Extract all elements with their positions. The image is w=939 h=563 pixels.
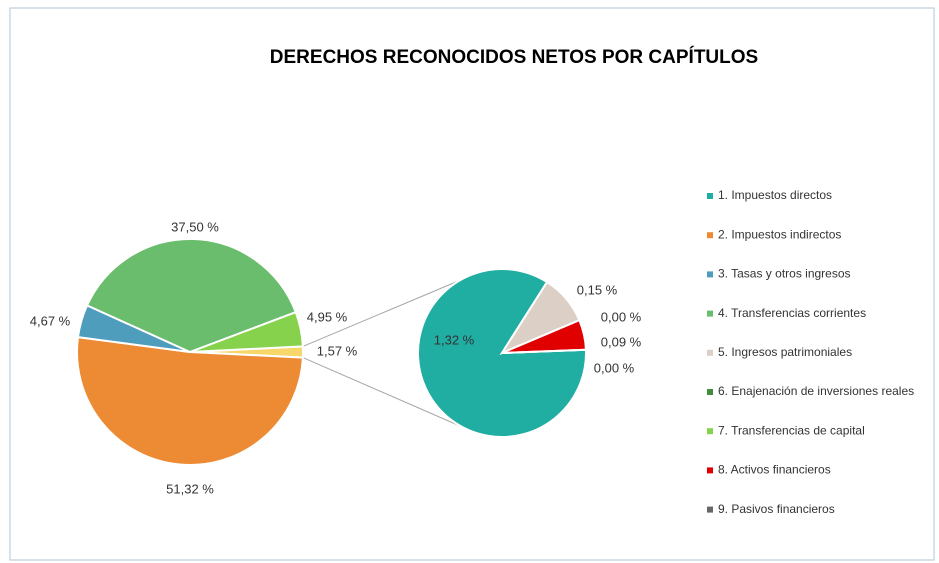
legend-marker bbox=[707, 389, 713, 395]
data-label: 0,15 % bbox=[577, 282, 618, 297]
legend-marker bbox=[707, 467, 713, 474]
legend-marker bbox=[707, 428, 713, 435]
legend-label: 4. Transferencias corrientes bbox=[718, 306, 866, 320]
pie-slice bbox=[85, 238, 298, 354]
legend-label: 3. Tasas y otros ingresos bbox=[718, 267, 851, 281]
connector-line bbox=[302, 270, 483, 347]
data-label: 0,09 % bbox=[601, 334, 642, 349]
data-label: 4,95 % bbox=[307, 309, 348, 324]
data-label: 0,00 % bbox=[594, 360, 635, 375]
legend-label: 8. Activos financieros bbox=[718, 463, 831, 477]
data-label: 51,32 % bbox=[166, 481, 214, 496]
legend-label: 2. Impuestos indirectos bbox=[718, 227, 841, 241]
legend-marker bbox=[707, 349, 713, 356]
legend-label: 1. Impuestos directos bbox=[718, 188, 832, 202]
connector-line bbox=[302, 357, 461, 427]
chart-title: DERECHOS RECONOCIDOS NETOS POR CAPÍTULOS bbox=[270, 46, 758, 68]
data-label: 4,67 % bbox=[30, 313, 71, 328]
legend-marker bbox=[707, 232, 713, 239]
legend-marker bbox=[707, 193, 713, 199]
legend-label: 9. Pasivos financieros bbox=[718, 502, 835, 516]
legend-marker bbox=[707, 506, 713, 513]
legend-marker bbox=[707, 310, 713, 317]
data-label: 0,00 % bbox=[601, 309, 642, 324]
legend-label: 7. Transferencias de capital bbox=[718, 423, 865, 437]
legend-marker bbox=[707, 271, 713, 278]
pie-slice bbox=[76, 336, 304, 466]
legend-label: 6. Enajenación de inversiones reales bbox=[718, 384, 914, 398]
data-label: 1,32 % bbox=[434, 332, 475, 347]
legend-label: 5. Ingresos patrimoniales bbox=[718, 345, 852, 359]
pie-slice bbox=[501, 348, 586, 354]
data-label: 37,50 % bbox=[171, 219, 219, 234]
data-label: 1,57 % bbox=[317, 343, 358, 358]
pie-slice bbox=[189, 310, 304, 353]
